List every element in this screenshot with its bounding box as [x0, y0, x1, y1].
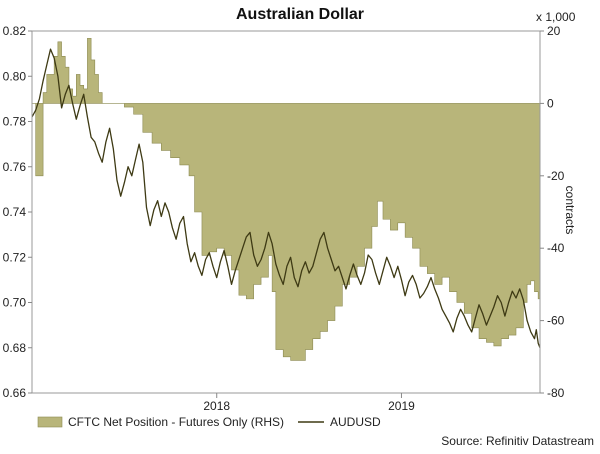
source-note: Source: Refinitiv Datastream: [441, 434, 594, 448]
plot-area: [31, 37, 541, 361]
legend-label-audusd: AUDUSD: [330, 415, 381, 429]
left-axis-tick-label: 0.70: [3, 296, 27, 310]
axes: 0.66 0.68 0.70 0.72 0.74 0.76 0.78 0.80 0.82 20 0 -…: [3, 24, 565, 413]
x-axis-tick-label: 2019: [388, 399, 415, 413]
right-axis-label: contracts: [563, 186, 577, 235]
x-axis-tick-label: 2018: [203, 399, 230, 413]
right-axis-tick-label: 0: [547, 96, 554, 110]
right-axis-tick-label: -20: [547, 169, 565, 183]
left-axis-tick-label: 0.82: [3, 24, 27, 38]
left-axis-tick-label: 0.74: [3, 205, 27, 219]
left-axis-tick-label: 0.78: [3, 115, 27, 129]
right-axis-tick-label: -60: [547, 314, 565, 328]
legend: CFTC Net Position - Futures Only (RHS) AU…: [37, 415, 381, 429]
cftc-net-position-area: [32, 37, 541, 361]
right-axis-tick-label: -40: [547, 241, 565, 255]
right-axis-tick-label: -80: [547, 386, 565, 400]
right-axis-tick-label: 20: [547, 24, 561, 38]
right-axis-unit-note: x 1,000: [536, 10, 576, 24]
left-axis-tick-label: 0.72: [3, 250, 27, 264]
audusd-line: [31, 48, 541, 348]
chart-title: Australian Dollar: [236, 6, 364, 23]
left-axis-tick-label: 0.68: [3, 341, 27, 355]
left-axis-tick-label: 0.66: [3, 386, 27, 400]
legend-label-cftc: CFTC Net Position - Futures Only (RHS): [68, 415, 284, 429]
left-axis-tick-label: 0.80: [3, 69, 27, 83]
left-axis-tick-label: 0.76: [3, 160, 27, 174]
legend-swatch-area: [37, 416, 63, 428]
